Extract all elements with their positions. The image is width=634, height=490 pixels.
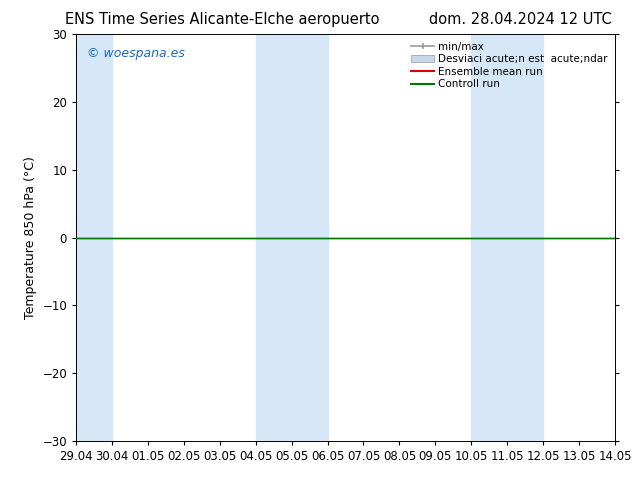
Bar xyxy=(256,34,328,441)
Bar xyxy=(471,34,543,441)
Text: ENS Time Series Alicante-Elche aeropuerto: ENS Time Series Alicante-Elche aeropuert… xyxy=(65,12,379,27)
Text: © woespana.es: © woespana.es xyxy=(87,47,184,59)
Text: dom. 28.04.2024 12 UTC: dom. 28.04.2024 12 UTC xyxy=(429,12,611,27)
Bar xyxy=(76,34,112,441)
Legend: min/max, Desviaci acute;n est  acute;ndar, Ensemble mean run, Controll run: min/max, Desviaci acute;n est acute;ndar… xyxy=(409,40,610,92)
Y-axis label: Temperature 850 hPa (°C): Temperature 850 hPa (°C) xyxy=(23,156,37,319)
